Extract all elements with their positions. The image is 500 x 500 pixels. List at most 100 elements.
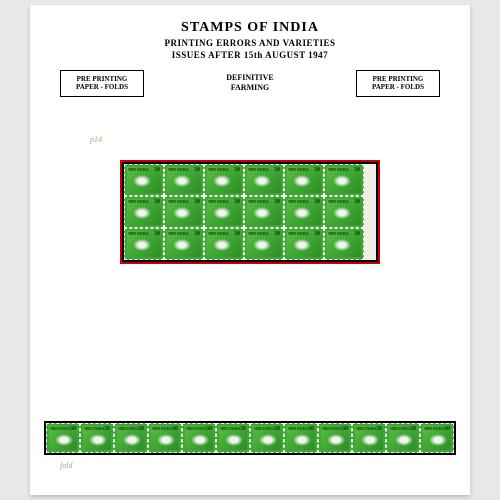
farming-figure-icon [213,175,231,187]
stamp: भारत INDIA30 [284,423,318,453]
stamp-country: भारत INDIA [208,231,229,237]
right-label-box: PRE PRINTING PAPER - FOLDS [356,70,440,97]
farming-figure-icon [429,434,447,446]
stamp-country: भारत INDIA [128,231,149,237]
stamp-country: भारत INDIA [424,426,445,432]
center-label: DEFINITIVE FARMING [226,73,274,94]
stamp-denomination: 30 [314,167,320,173]
farming-figure-icon [333,175,351,187]
stamp-country: भारत INDIA [328,167,349,173]
left-label-box: PRE PRINTING PAPER - FOLDS [60,70,144,97]
farming-figure-icon [361,434,379,446]
stamp-denomination: 30 [314,199,320,205]
farming-figure-icon [173,207,191,219]
subtitle: PRINTING ERRORS AND VARIETIES [30,38,470,48]
farming-figure-icon [327,434,345,446]
stamp: भारत INDIA 30 [124,228,164,260]
stamp-country: भारत INDIA [168,167,189,173]
stamp-denomination: 30 [154,231,160,237]
stamp: भारत INDIA30 [216,423,250,453]
stamp-denomination: 30 [234,199,240,205]
album-page: STAMPS OF INDIA PRINTING ERRORS AND VARI… [30,5,470,495]
farming-figure-icon [333,239,351,251]
farming-figure-icon [225,434,243,446]
stamp-denomination: 30 [138,426,144,432]
stamp-country: भारत INDIA [322,426,343,432]
center-line1: DEFINITIVE [226,73,274,83]
stamp: भारत INDIA 30 [284,196,324,228]
stamp-country: भारत INDIA [288,199,309,205]
stamp-country: भारत INDIA [390,426,411,432]
stamp-denomination: 30 [274,231,280,237]
stamp-denomination: 30 [70,426,76,432]
stamp-country: भारत INDIA [50,426,71,432]
pencil-note-2: fold [60,461,72,470]
stamp-country: भारत INDIA [288,426,309,432]
stamp-denomination: 30 [274,199,280,205]
farming-figure-icon [293,207,311,219]
stamp-country: भारत INDIA [328,231,349,237]
strip-mount: भारत INDIA30भारत INDIA30भारत INDIA30भारत… [44,421,456,455]
stamp-country: भारत INDIA [220,426,241,432]
farming-figure-icon [89,434,107,446]
farming-figure-icon [293,175,311,187]
stamp: भारत INDIA 30 [124,196,164,228]
stamp-country: भारत INDIA [248,231,269,237]
stamp-country: भारत INDIA [208,199,229,205]
right-box-line2: PAPER - FOLDS [363,83,433,91]
stamp-denomination: 30 [444,426,450,432]
stamp-country: भारत INDIA [208,167,229,173]
farming-figure-icon [259,434,277,446]
stamp-denomination: 30 [172,426,178,432]
stamp: भारत INDIA 30 [164,196,204,228]
farming-figure-icon [253,207,271,219]
farming-figure-icon [293,434,311,446]
farming-figure-icon [133,175,151,187]
stamp: भारत INDIA 30 [204,164,244,196]
stamp-denomination: 30 [274,167,280,173]
stamp-denomination: 30 [314,231,320,237]
farming-figure-icon [253,239,271,251]
block-wrap: भारत INDIA 30 भारत INDIA 30 भारत INDIA 30 भारत… [124,164,376,260]
stamp-denomination: 30 [234,167,240,173]
stamp-denomination: 30 [410,426,416,432]
stamp-denomination: 30 [308,426,314,432]
stamp: भारत INDIA 30 [284,164,324,196]
stamp: भारत INDIA 30 [204,228,244,260]
stamp-denomination: 30 [354,199,360,205]
right-selvage [364,164,376,260]
stamp-strip: भारत INDIA30भारत INDIA30भारत INDIA30भारत… [46,423,454,453]
stamp: भारत INDIA 30 [244,228,284,260]
stamp: भारत INDIA30 [164,228,204,260]
stamp-country: भारत INDIA [356,426,377,432]
main-title: STAMPS OF INDIA [30,20,470,36]
stamp: भारत INDIA30 [124,164,164,196]
stamp-denomination: 30 [194,199,200,205]
stamp-country: भारत INDIA [118,426,139,432]
farming-figure-icon [213,207,231,219]
stamp-country: भारत INDIA [248,199,269,205]
stamp: भारत INDIA30 [250,423,284,453]
stamp-block: भारत INDIA 30 भारत INDIA 30 भारत INDIA 30 भारत… [124,164,364,260]
stamp: भारत INDIA 30 [244,196,284,228]
stamp: भारत INDIA30 [324,228,364,260]
farming-figure-icon [133,239,151,251]
stamp: भारत INDIA30 [318,423,352,453]
farming-figure-icon [213,239,231,251]
block-mount: भारत INDIA 30 भारत INDIA 30 भारत INDIA 30 भारत… [120,160,380,264]
farming-figure-icon [191,434,209,446]
stamp-country: भारत INDIA [84,426,105,432]
stamp: भारत INDIA30 [164,164,204,196]
stamp-denomination: 30 [234,231,240,237]
stamp-denomination: 30 [206,426,212,432]
stamp-country: भारत INDIA [128,199,149,205]
stamp-country: भारत INDIA [128,167,149,173]
stamp-country: भारत INDIA [328,199,349,205]
stamp-country: भारत INDIA [168,199,189,205]
stamp-denomination: 30 [104,426,110,432]
stamp-country: भारत INDIA [288,167,309,173]
stamp-country: भारत INDIA [248,167,269,173]
stamp-denomination: 30 [154,199,160,205]
farming-figure-icon [333,207,351,219]
stamp: भारत INDIA30 [114,423,148,453]
